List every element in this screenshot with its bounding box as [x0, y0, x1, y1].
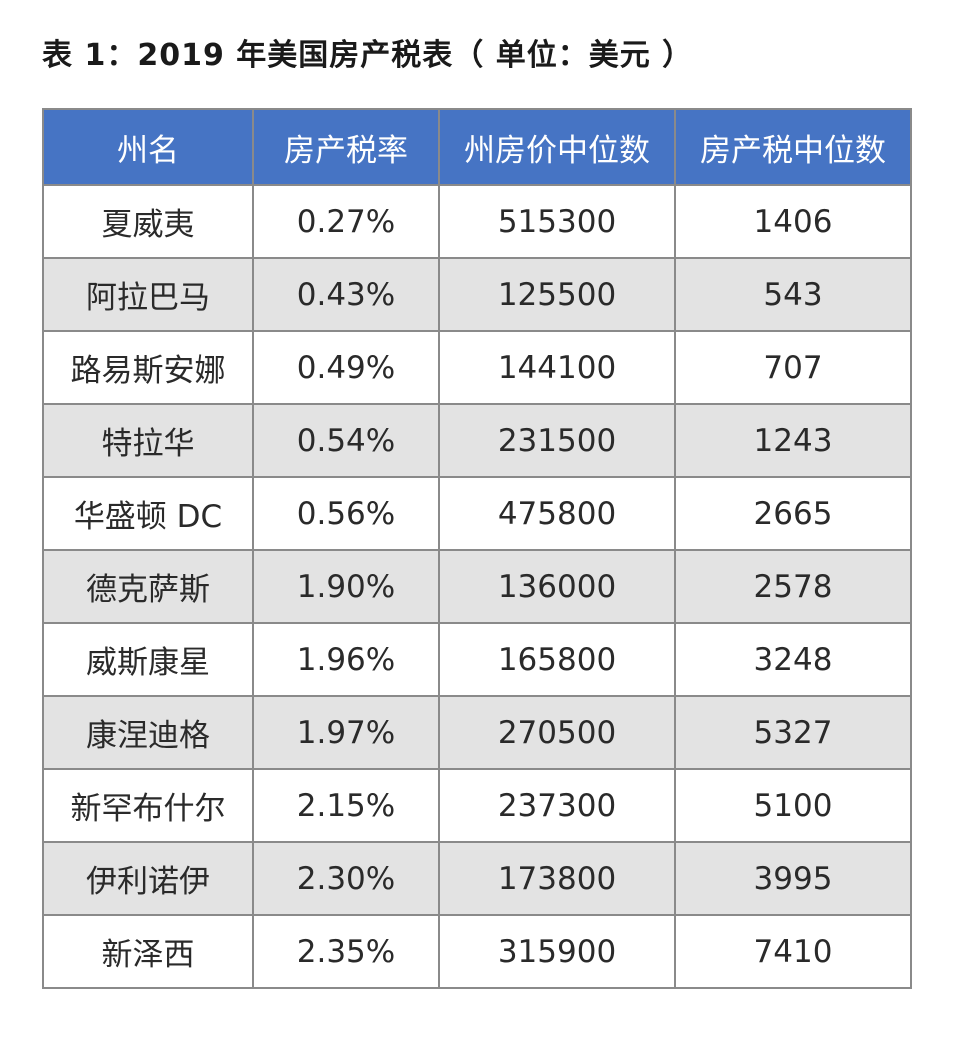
table-row: 威斯康星 1.96% 165800 3248 [42, 622, 912, 697]
state-name-cell: 德克萨斯 [42, 549, 254, 624]
column-header-median-home-price: 州房价中位数 [438, 108, 676, 186]
table-row: 伊利诺伊 2.30% 173800 3995 [42, 841, 912, 916]
table-row: 路易斯安娜 0.49% 144100 707 [42, 330, 912, 405]
table-row: 德克萨斯 1.90% 136000 2578 [42, 549, 912, 624]
state-name-cell: 特拉华 [42, 403, 254, 478]
median-property-tax-cell: 5100 [674, 768, 912, 843]
state-name-cell: 威斯康星 [42, 622, 254, 697]
median-property-tax-cell: 543 [674, 257, 912, 332]
median-property-tax-cell: 2578 [674, 549, 912, 624]
table-body: 夏威夷 0.27% 515300 1406 阿拉巴马 0.43% 125500 543 路易斯安… [42, 184, 912, 989]
state-name-cell: 伊利诺伊 [42, 841, 254, 916]
median-home-price-cell: 136000 [438, 549, 676, 624]
column-header-state: 州名 [42, 108, 254, 186]
median-home-price-cell: 270500 [438, 695, 676, 770]
state-name-cell: 阿拉巴马 [42, 257, 254, 332]
column-header-median-property-tax: 房产税中位数 [674, 108, 912, 186]
tax-rate-cell: 1.97% [252, 695, 440, 770]
median-property-tax-cell: 5327 [674, 695, 912, 770]
median-property-tax-cell: 2665 [674, 476, 912, 551]
median-home-price-cell: 125500 [438, 257, 676, 332]
median-home-price-cell: 515300 [438, 184, 676, 259]
tax-rate-cell: 2.15% [252, 768, 440, 843]
median-property-tax-cell: 1406 [674, 184, 912, 259]
median-property-tax-cell: 3248 [674, 622, 912, 697]
tax-rate-cell: 2.30% [252, 841, 440, 916]
table-row: 新罕布什尔 2.15% 237300 5100 [42, 768, 912, 843]
property-tax-table: 州名 房产税率 州房价中位数 房产税中位数 夏威夷 0.27% 515300 1406… [42, 108, 912, 989]
state-name-cell: 康涅迪格 [42, 695, 254, 770]
tax-rate-cell: 1.96% [252, 622, 440, 697]
median-home-price-cell: 173800 [438, 841, 676, 916]
table-row: 康涅迪格 1.97% 270500 5327 [42, 695, 912, 770]
tax-rate-cell: 0.56% [252, 476, 440, 551]
median-home-price-cell: 315900 [438, 914, 676, 989]
tax-rate-cell: 0.27% [252, 184, 440, 259]
table-row: 夏威夷 0.27% 515300 1406 [42, 184, 912, 259]
median-home-price-cell: 165800 [438, 622, 676, 697]
tax-rate-cell: 1.90% [252, 549, 440, 624]
median-home-price-cell: 475800 [438, 476, 676, 551]
table-row: 阿拉巴马 0.43% 125500 543 [42, 257, 912, 332]
tax-rate-cell: 0.49% [252, 330, 440, 405]
state-name-cell: 路易斯安娜 [42, 330, 254, 405]
median-property-tax-cell: 3995 [674, 841, 912, 916]
table-header-row: 州名 房产税率 州房价中位数 房产税中位数 [42, 108, 912, 186]
tax-rate-cell: 0.43% [252, 257, 440, 332]
table-row: 华盛顿 DC 0.56% 475800 2665 [42, 476, 912, 551]
table-row: 新泽西 2.35% 315900 7410 [42, 914, 912, 989]
median-home-price-cell: 237300 [438, 768, 676, 843]
tax-rate-cell: 2.35% [252, 914, 440, 989]
median-home-price-cell: 231500 [438, 403, 676, 478]
state-name-cell: 夏威夷 [42, 184, 254, 259]
state-name-cell: 新泽西 [42, 914, 254, 989]
state-name-cell: 新罕布什尔 [42, 768, 254, 843]
column-header-tax-rate: 房产税率 [252, 108, 440, 186]
median-property-tax-cell: 7410 [674, 914, 912, 989]
tax-rate-cell: 0.54% [252, 403, 440, 478]
median-property-tax-cell: 707 [674, 330, 912, 405]
state-name-cell: 华盛顿 DC [42, 476, 254, 551]
median-home-price-cell: 144100 [438, 330, 676, 405]
page-title: 表 1：2019 年美国房产税表（ 单位：美元 ） [42, 38, 694, 73]
median-property-tax-cell: 1243 [674, 403, 912, 478]
table-row: 特拉华 0.54% 231500 1243 [42, 403, 912, 478]
